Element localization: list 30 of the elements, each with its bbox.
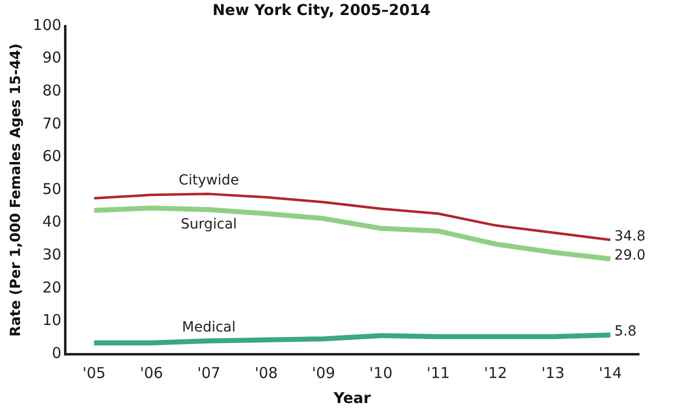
series-label: Medical — [182, 320, 236, 336]
x-tick-label: '14 — [598, 364, 622, 382]
x-tick-label: '12 — [484, 364, 508, 382]
y-tick-label: 20 — [42, 278, 62, 296]
x-tick-label: '08 — [254, 364, 278, 382]
y-tick-label: 60 — [42, 147, 62, 166]
x-tick-label: '06 — [140, 364, 164, 382]
y-tick-label: 0 — [52, 344, 62, 362]
chart-title: New York City, 2005–2014 — [212, 0, 431, 19]
series-label: Surgical — [180, 216, 237, 232]
y-axis-title: Rate (Per 1,000 Females Ages 15-44) — [8, 43, 24, 337]
series-label: Citywide — [178, 172, 239, 189]
x-tick-label: '05 — [82, 364, 106, 382]
y-tick-label: 100 — [32, 16, 62, 34]
data-label: 5.8 — [614, 324, 637, 340]
x-tick-label: '10 — [369, 364, 393, 382]
y-tick-label: 80 — [42, 81, 62, 100]
y-tick-label: 90 — [42, 48, 62, 67]
x-tick-label: '11 — [426, 364, 450, 382]
y-tick-label: 30 — [42, 245, 62, 264]
y-tick-label: 40 — [42, 212, 62, 231]
x-axis-title: Year — [332, 388, 372, 407]
x-tick-label: '09 — [312, 364, 336, 382]
data-label: 29.0 — [614, 248, 646, 264]
y-tick-label: 50 — [42, 180, 62, 198]
x-tick-label: '07 — [197, 364, 220, 382]
data-label: 34.8 — [614, 228, 646, 244]
x-tick-label: '13 — [541, 364, 565, 382]
y-tick-label: 70 — [42, 114, 62, 132]
y-tick-label: 10 — [42, 311, 62, 330]
